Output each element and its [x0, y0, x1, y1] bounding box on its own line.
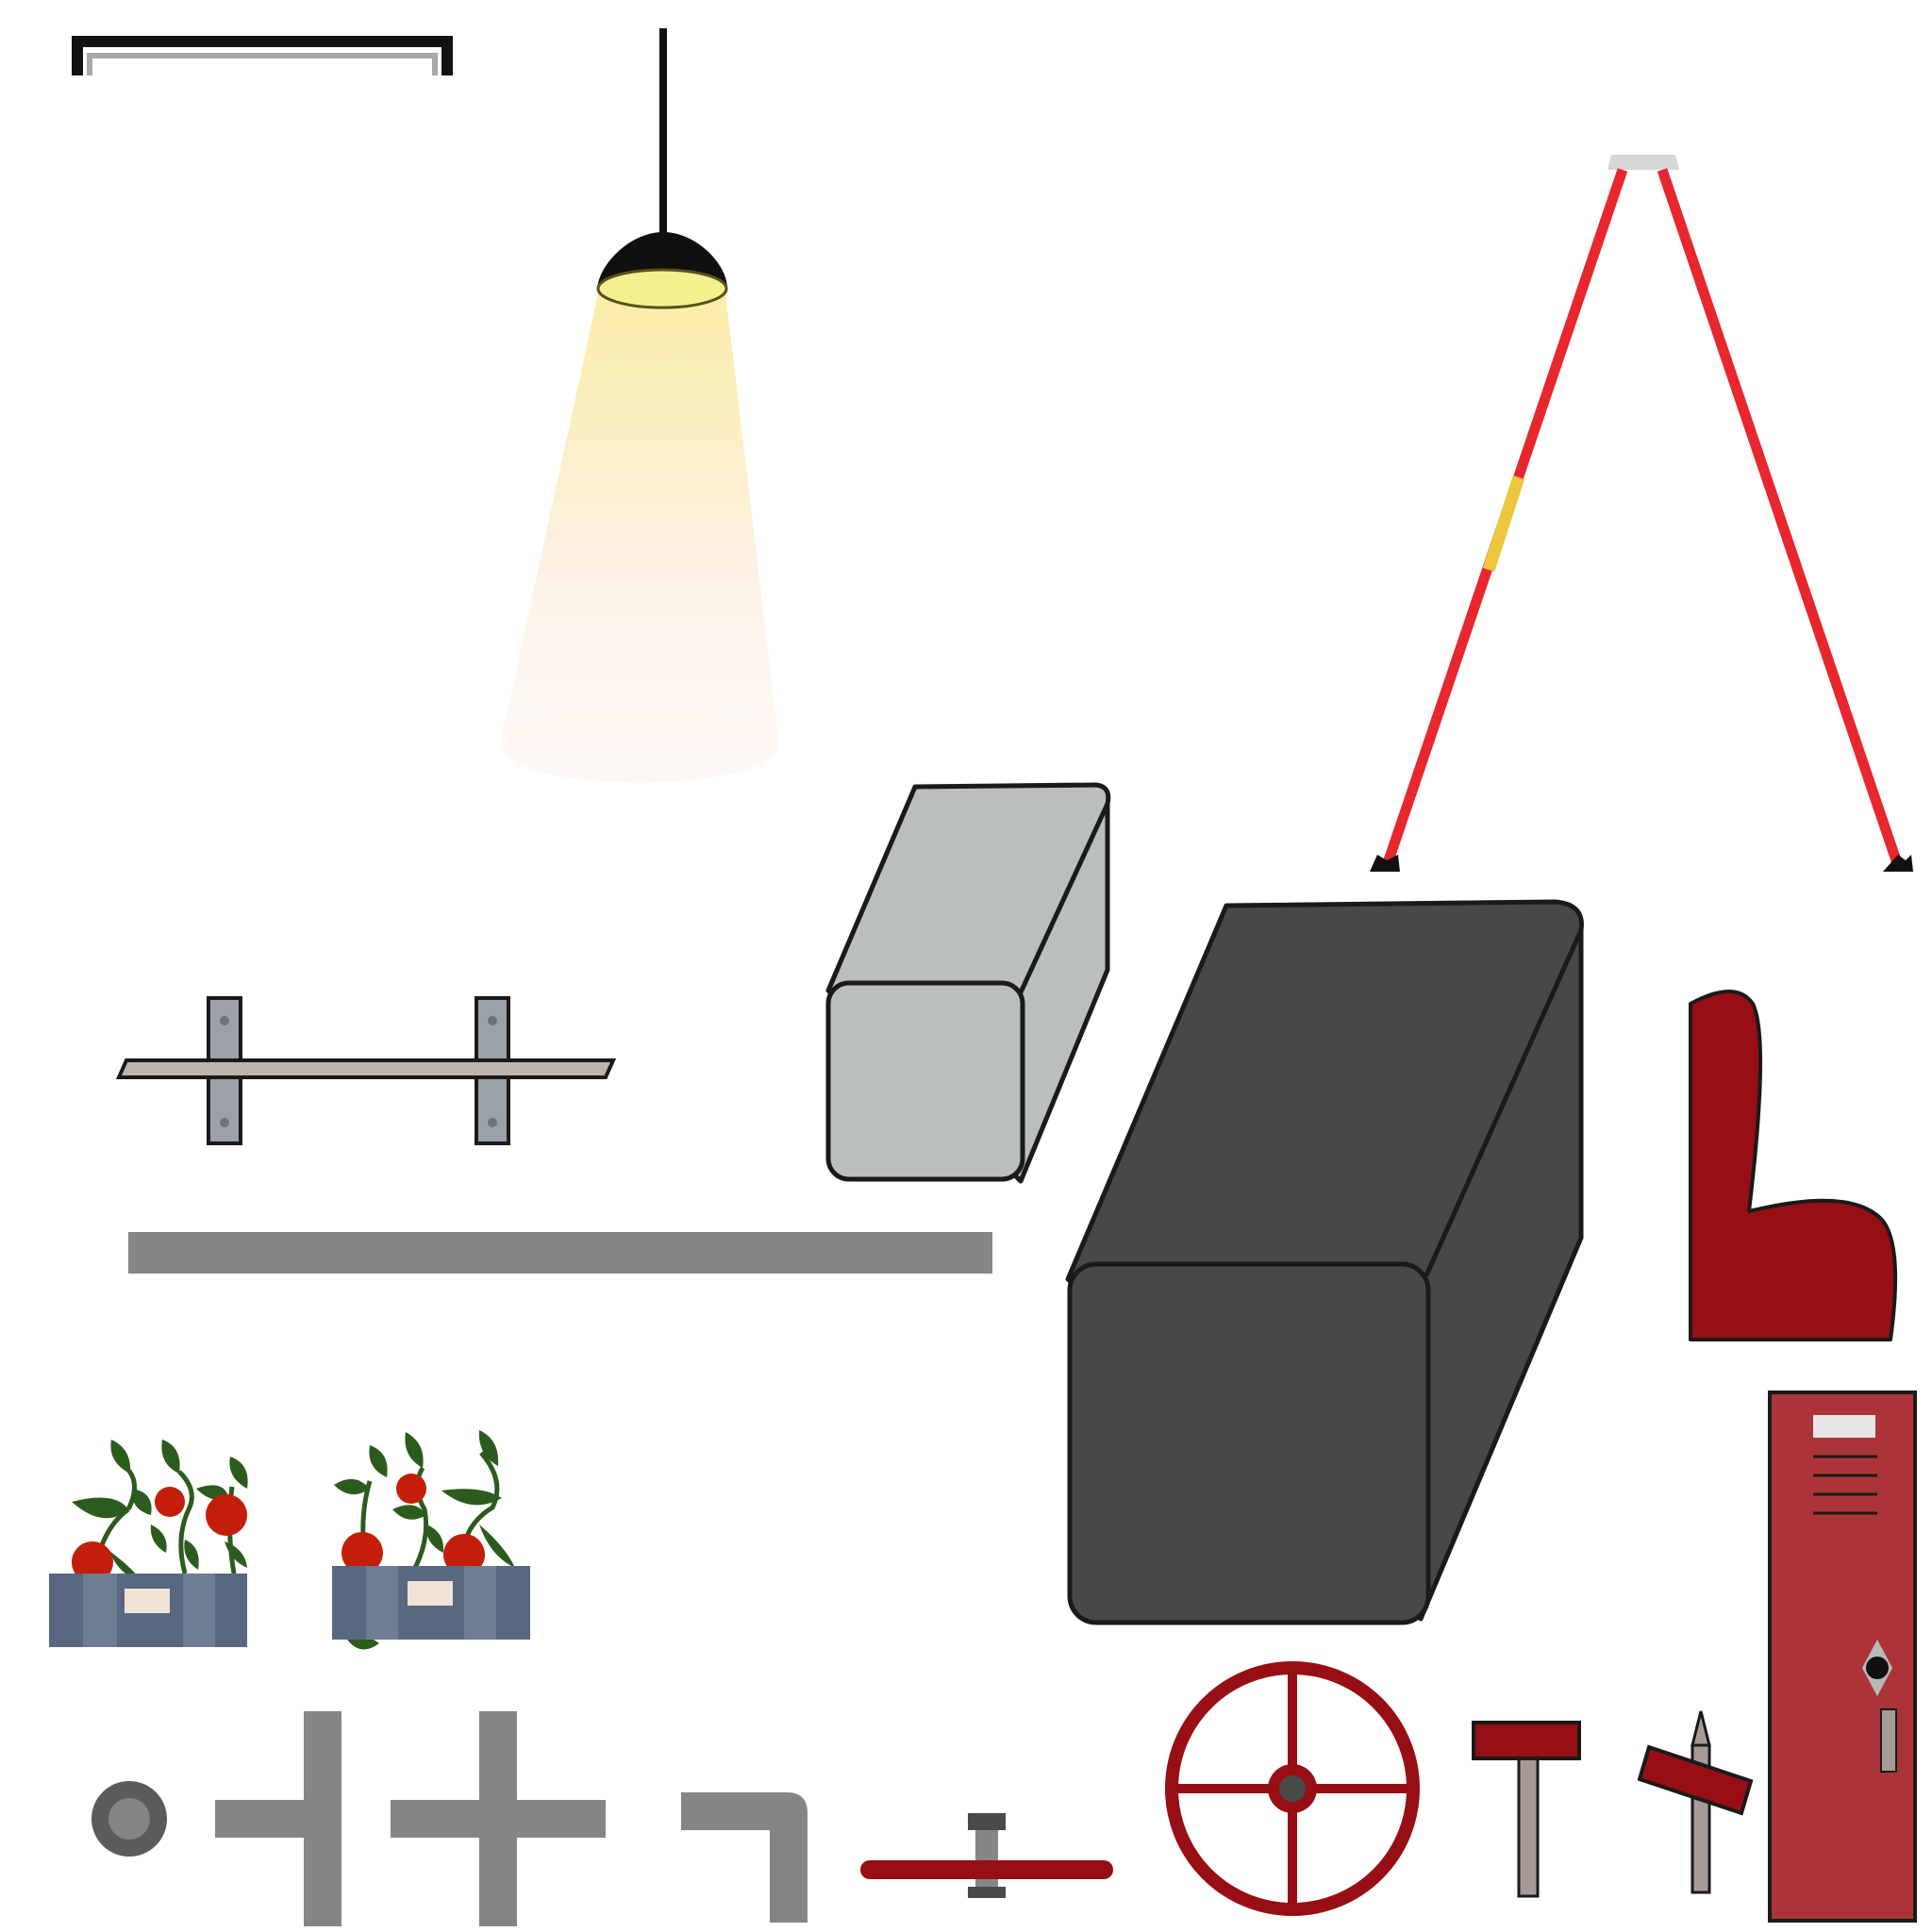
wall-shelf-with-brackets — [115, 996, 617, 1145]
hanging-pendant-lamp — [500, 28, 779, 783]
tomato-icon — [72, 1541, 113, 1583]
red-tripod-stand — [1370, 155, 1913, 872]
small-gray-cube-block — [825, 782, 1111, 1184]
tomato-planter-right — [332, 1430, 530, 1650]
locker-handle — [1880, 1708, 1897, 1773]
red-locker — [1768, 1391, 1917, 1923]
pipe-end-cap — [92, 1781, 167, 1857]
pipe-cross-junction — [391, 1711, 606, 1926]
tomato-icon — [341, 1532, 383, 1574]
wall-mounted-bar — [72, 36, 453, 75]
tomato-icon — [443, 1534, 485, 1575]
red-mallet-upright — [1472, 1721, 1581, 1898]
lamp-bulb — [596, 268, 728, 309]
tomato-icon — [396, 1474, 426, 1504]
gray-floor-beam — [128, 1232, 992, 1274]
pipe-elbow — [681, 1792, 808, 1923]
tomato-icon — [206, 1494, 247, 1536]
locker-nameplate — [1813, 1415, 1875, 1438]
red-armchair — [1689, 990, 1898, 1341]
large-charcoal-cube-block — [1065, 899, 1584, 1625]
red-lever-valve — [860, 1813, 1113, 1898]
tomato-icon — [155, 1487, 185, 1517]
red-valve-wheel — [1165, 1661, 1420, 1916]
tomato-planter-left — [49, 1440, 248, 1647]
red-mallet-tilted — [1637, 1710, 1754, 1894]
pipe-t-junction — [215, 1711, 341, 1926]
